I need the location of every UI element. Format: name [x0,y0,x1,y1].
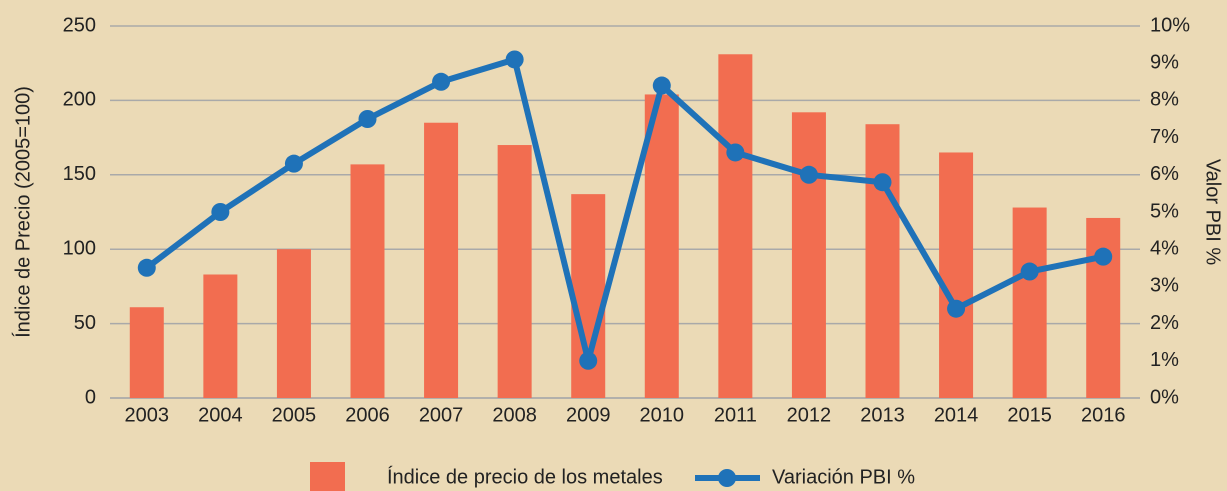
marker [1094,247,1113,266]
x-tick-label: 2016 [1081,404,1126,426]
y2-tick-label: 3% [1150,275,1179,297]
y2-tick-label: 8% [1150,89,1179,111]
y2-tick-label: 2% [1150,312,1179,334]
marker [579,351,598,370]
x-tick-label: 2015 [1007,404,1052,426]
y2-tick-label: 9% [1150,51,1179,73]
x-tick-label: 2009 [566,404,611,426]
y-tick-label: 200 [63,89,96,111]
legend-label: Variación PBI % [772,466,915,488]
x-tick-label: 2014 [934,404,979,426]
bar [203,274,238,398]
bar [865,124,900,398]
marker [358,110,377,128]
y-tick-label: 150 [63,163,96,185]
marker [652,76,671,95]
y-tick-label: 50 [74,312,96,334]
y-tick-label: 100 [63,237,96,259]
line [144,56,1104,364]
y-axis-title: Índice de Precio (2005=100) [11,86,34,338]
marker [873,173,892,192]
x-tick-label: 2013 [860,404,905,426]
y2-tick-label: 7% [1150,126,1179,148]
marker [137,258,156,277]
y2-tick-label: 1% [1150,349,1179,371]
bar [129,307,164,398]
x-tick-label: 2004 [198,404,243,426]
legend-swatch [310,462,345,491]
x-tick-label: 2006 [345,404,390,426]
y2-tick-label: 10% [1150,14,1190,36]
y2-tick-label: 4% [1150,237,1179,259]
x-tick-label: 2007 [419,404,464,426]
y-tick-label: 0 [85,386,96,408]
x-tick-label: 2011 [714,404,757,426]
bar [1012,207,1047,398]
legend-label: Índice de precio de los metales [387,465,663,488]
bar [718,54,753,398]
bar [350,164,385,398]
marker [505,50,524,69]
bar [497,145,532,398]
y-tick-label: 250 [63,14,96,36]
x-tick-label: 2012 [787,404,832,426]
y2-tick-label: 5% [1150,200,1179,222]
marker [284,154,303,173]
bar [424,122,459,398]
y2-tick-label: 6% [1150,163,1179,185]
bar [939,152,974,398]
legend-marker [718,469,736,487]
bar [644,94,679,398]
y2-axis-title: Valor PBI % [1202,159,1224,266]
marker [211,203,230,221]
x-tick-label: 2008 [492,404,537,426]
marker [432,72,451,91]
bar [791,112,826,398]
marker [1020,262,1039,281]
marker [947,299,966,318]
marker [799,165,818,184]
bar [276,249,311,398]
x-tick-label: 2005 [272,404,317,426]
x-tick-label: 2003 [125,404,170,426]
marker [726,143,745,162]
x-tick-label: 2010 [640,404,685,426]
y2-tick-label: 0% [1150,386,1179,408]
bar [1086,217,1121,398]
